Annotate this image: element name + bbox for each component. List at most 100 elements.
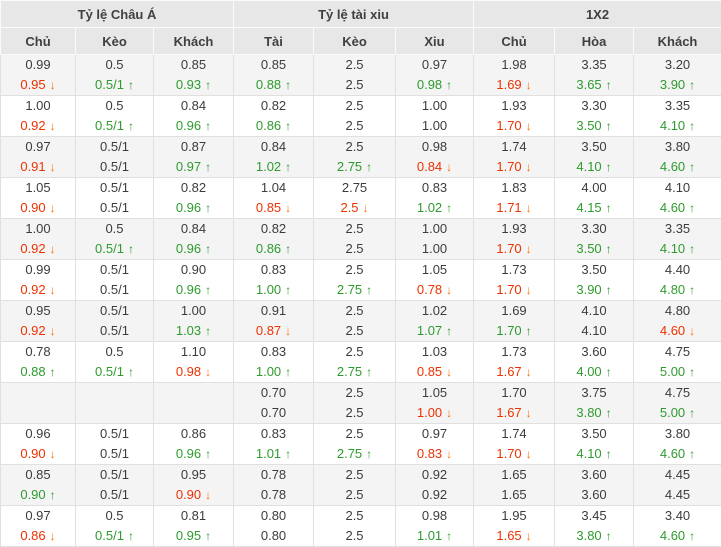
live-odds-number: 2.75	[337, 364, 362, 379]
live-odds-number: 1.69	[496, 77, 521, 92]
live-odds-number: 1.00	[422, 118, 447, 133]
live-odds-value: 1.70↓	[474, 116, 554, 136]
opening-odds-value: 3.80	[634, 137, 721, 157]
column-header-ou-line: Kèo	[314, 28, 396, 55]
live-odds-number: 1.00	[256, 282, 281, 297]
live-odds-value: 2.5	[314, 239, 395, 259]
live-odds-number: 1.00	[417, 405, 442, 420]
trend-up-icon: ↑	[128, 78, 134, 92]
trend-up-icon: ↑	[446, 529, 452, 543]
trend-up-icon: ↑	[128, 119, 134, 133]
trend-up-icon: ↑	[285, 447, 291, 461]
live-odds-number: 2.5	[345, 323, 363, 338]
live-odds-value: 4.60↑	[634, 526, 721, 546]
live-odds-number: 1.67	[496, 405, 521, 420]
opening-odds-value: 1.00	[1, 96, 75, 116]
live-odds-value: 0.86 ↓	[1, 526, 75, 546]
live-odds-number: 4.10	[581, 323, 606, 338]
odds-cell-empty	[1, 383, 76, 424]
opening-odds-value: 0.5/1	[76, 424, 153, 444]
trend-up-icon: ↑	[285, 78, 291, 92]
live-odds-number: 0.92	[20, 323, 45, 338]
opening-odds-value: 0.97	[1, 506, 75, 526]
trend-down-icon: ↓	[285, 201, 291, 215]
odds-cell-empty	[154, 383, 234, 424]
odds-cell-empty	[76, 383, 154, 424]
opening-odds-value: 0.83	[234, 342, 313, 362]
opening-odds-value: 3.50	[555, 260, 633, 280]
opening-odds-value: 1.00	[1, 219, 75, 239]
live-odds-value: 0.96↑	[154, 239, 233, 259]
live-odds-value: 0.86↑	[234, 239, 313, 259]
group-header-row: Tỷ lệ Châu Á Tỷ lệ tài xiu 1X2	[1, 1, 721, 28]
column-header-1x2-away: Khách	[634, 28, 721, 55]
live-odds-value: 5.00↑	[634, 362, 721, 382]
opening-odds-value: 0.5/1	[76, 465, 153, 485]
trend-up-icon: ↑	[285, 365, 291, 379]
trend-up-icon: ↑	[606, 242, 612, 256]
live-odds-number: 0.90	[20, 487, 45, 502]
live-odds-value: 0.5/1↑	[76, 75, 153, 95]
trend-up-icon: ↑	[446, 78, 452, 92]
live-odds-value: 1.71↓	[474, 198, 554, 218]
live-odds-number: 1.07	[417, 323, 442, 338]
live-odds-number: 3.80	[576, 528, 601, 543]
opening-odds-value: 1.95	[474, 506, 554, 526]
trend-up-icon: ↑	[606, 119, 612, 133]
opening-odds-value: 3.75	[555, 383, 633, 403]
live-odds-number: 5.00	[660, 364, 685, 379]
live-odds-number: 0.5/1	[100, 487, 129, 502]
live-odds-number: 0.96	[176, 446, 201, 461]
opening-odds-value: 0.87	[154, 137, 233, 157]
opening-odds-value: 4.10	[634, 178, 721, 198]
live-odds-number: 0.90	[20, 446, 45, 461]
trend-down-icon: ↓	[50, 529, 56, 543]
live-odds-value: 0.90↑	[1, 485, 75, 505]
live-odds-number: 0.96	[176, 282, 201, 297]
live-odds-value: 0.88↑	[234, 75, 313, 95]
trend-down-icon: ↓	[526, 201, 532, 215]
opening-odds-value: 1.00	[396, 219, 473, 239]
opening-odds-value: 1.04	[234, 178, 313, 198]
live-odds-value: 0.86↑	[234, 116, 313, 136]
live-odds-value: 0.5/1↑	[76, 116, 153, 136]
opening-odds-value: 1.83	[474, 178, 554, 198]
live-odds-value: 0.85↓	[396, 362, 473, 382]
live-odds-value: 0.83↓	[396, 444, 473, 464]
trend-up-icon: ↑	[366, 283, 372, 297]
live-odds-number: 0.96	[176, 200, 201, 215]
live-odds-number: 0.86	[20, 528, 45, 543]
live-odds-number: 3.90	[576, 282, 601, 297]
opening-odds-value: 0.5	[76, 506, 153, 526]
trend-up-icon: ↑	[205, 201, 211, 215]
live-odds-number: 0.5/1	[95, 241, 124, 256]
live-odds-number: 2.5	[340, 200, 358, 215]
trend-up-icon: ↑	[285, 119, 291, 133]
live-odds-number: 0.5/1	[95, 364, 124, 379]
opening-odds-value: 1.05	[396, 383, 473, 403]
live-odds-value: 0.85 ↓	[234, 198, 313, 218]
live-odds-number: 3.50	[576, 118, 601, 133]
live-odds-number: 0.85	[256, 200, 281, 215]
live-odds-number: 1.67	[496, 364, 521, 379]
live-odds-value: 0.92	[396, 485, 473, 505]
opening-odds-value: 4.75	[634, 342, 721, 362]
